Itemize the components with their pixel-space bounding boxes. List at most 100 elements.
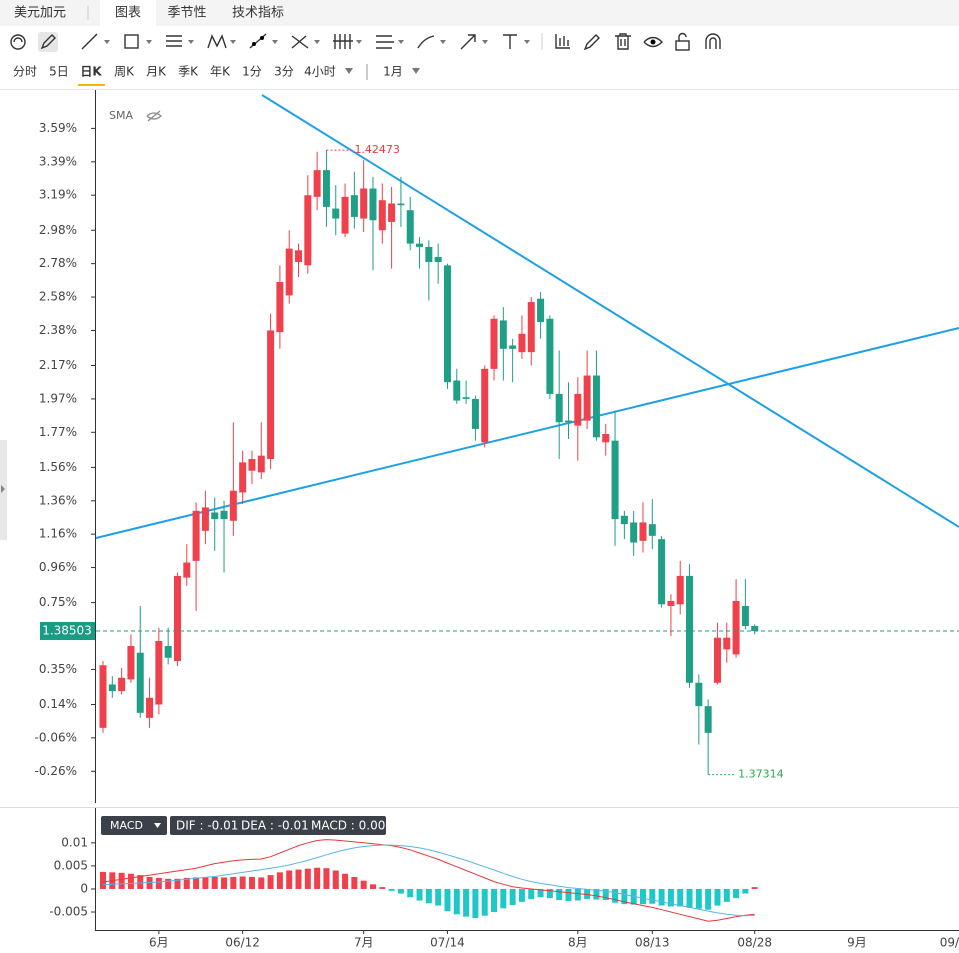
candle-body — [453, 380, 461, 401]
dropdown-arrow[interactable] — [412, 68, 420, 74]
active-tab — [100, 0, 156, 26]
macd-bar — [705, 888, 712, 910]
candle-body — [425, 246, 433, 262]
candle-body — [630, 522, 638, 543]
channel-tool[interactable] — [166, 35, 194, 47]
macd-bar — [100, 871, 106, 889]
range-select[interactable]: 1月 — [383, 65, 403, 79]
pattern-tool[interactable] — [207, 34, 236, 49]
macd-bar — [686, 888, 693, 908]
trend-line[interactable] — [261, 94, 959, 528]
dropdown-arrow[interactable] — [345, 68, 353, 74]
candle-body — [509, 345, 517, 349]
pen-icon[interactable] — [38, 32, 58, 52]
period-button[interactable]: 月K — [146, 65, 167, 79]
candle-body — [443, 265, 451, 383]
candle-body — [369, 188, 377, 221]
gann-tool[interactable] — [291, 35, 320, 49]
text-tool[interactable] — [503, 34, 530, 49]
period-button-active[interactable]: 日K — [80, 65, 102, 79]
trash-icon[interactable] — [615, 33, 631, 50]
candle-body — [732, 600, 740, 655]
edit-icon[interactable] — [583, 34, 600, 51]
candle-body — [462, 397, 470, 399]
macd-bar — [127, 873, 134, 889]
trend-line[interactable] — [95, 327, 959, 539]
x-tick-label: 9月 — [847, 936, 867, 950]
y-tick-label: 0.005 — [54, 858, 88, 872]
candle-body — [183, 562, 191, 578]
macd-bar — [286, 870, 293, 889]
macd-bar — [751, 887, 758, 889]
macd-bar — [276, 872, 283, 889]
candle-body — [360, 188, 368, 219]
period-button[interactable]: 分时 — [13, 65, 37, 79]
tab[interactable]: 季节性 — [167, 6, 206, 21]
indicator-select-label[interactable]: MACD — [110, 819, 143, 832]
tab[interactable]: 技术指标 — [232, 6, 284, 21]
arrow-tool[interactable] — [460, 34, 488, 50]
macd-bar — [351, 876, 358, 889]
candle-body — [583, 375, 591, 421]
macd-bar — [528, 888, 535, 900]
period-button[interactable]: 4小时 — [304, 65, 336, 79]
candle-body — [332, 208, 340, 219]
dropdown-arrow[interactable] — [154, 823, 161, 828]
indicator-select[interactable] — [101, 816, 167, 835]
period-button[interactable]: 3分 — [274, 65, 294, 79]
period-button[interactable]: 年K — [210, 65, 231, 79]
x-tick-label: 06/12 — [225, 936, 260, 950]
candle-body — [713, 637, 721, 683]
macd-bar — [695, 888, 702, 909]
macd-bar — [565, 888, 572, 901]
macd-bar — [500, 888, 507, 909]
eye-icon[interactable] — [643, 36, 663, 48]
tab[interactable]: 图表 — [115, 6, 141, 21]
magnet-tool[interactable] — [705, 33, 721, 49]
candle-body — [481, 368, 489, 443]
period-button[interactable]: 周K — [114, 65, 135, 79]
candle-body — [341, 196, 349, 234]
macd-bar — [295, 869, 302, 889]
candle-body — [313, 170, 321, 197]
legend-item: DEA : -0.01 — [241, 819, 309, 833]
rect-tool[interactable] — [124, 34, 152, 49]
candle-body — [397, 203, 405, 206]
macd-bar — [723, 888, 730, 902]
candle-body — [285, 248, 293, 296]
candle-body — [173, 575, 181, 662]
candle-body — [127, 646, 135, 680]
y-tick-label: 2.58% — [39, 290, 77, 304]
period-button[interactable]: 季K — [178, 65, 199, 79]
brush-tool[interactable] — [417, 35, 446, 49]
y-tick-label: -0.06% — [35, 730, 77, 744]
macd-bar — [472, 888, 479, 919]
fib-tool[interactable] — [249, 33, 278, 49]
candle-body — [304, 195, 312, 266]
hide-indicator-icon[interactable] — [146, 110, 162, 122]
indicator-legend — [170, 816, 386, 835]
bars-icon[interactable] — [555, 34, 570, 49]
candle-body — [648, 524, 656, 536]
macd-bar — [221, 877, 228, 889]
candle-body — [201, 507, 209, 531]
macd-bar — [183, 877, 190, 889]
period-button[interactable]: 5日 — [49, 65, 69, 79]
line-tool[interactable] — [81, 33, 110, 50]
candle-body — [211, 512, 219, 520]
x-tick-label: 08/28 — [737, 936, 772, 950]
magnet-icon[interactable] — [10, 34, 26, 50]
candle-body — [676, 575, 684, 605]
range-tool[interactable] — [376, 35, 404, 49]
period-button[interactable]: 1分 — [242, 65, 262, 79]
macd-bar — [369, 884, 376, 889]
y-tick-label: 3.19% — [39, 188, 77, 202]
lock-icon[interactable] — [675, 32, 690, 51]
y-tick-label: 2.78% — [39, 256, 77, 270]
candle-body — [229, 490, 237, 521]
x-tick-label: 6月 — [149, 936, 169, 950]
macd-bar — [733, 888, 740, 899]
measure-tool[interactable] — [333, 34, 362, 49]
candle-body — [565, 420, 572, 423]
